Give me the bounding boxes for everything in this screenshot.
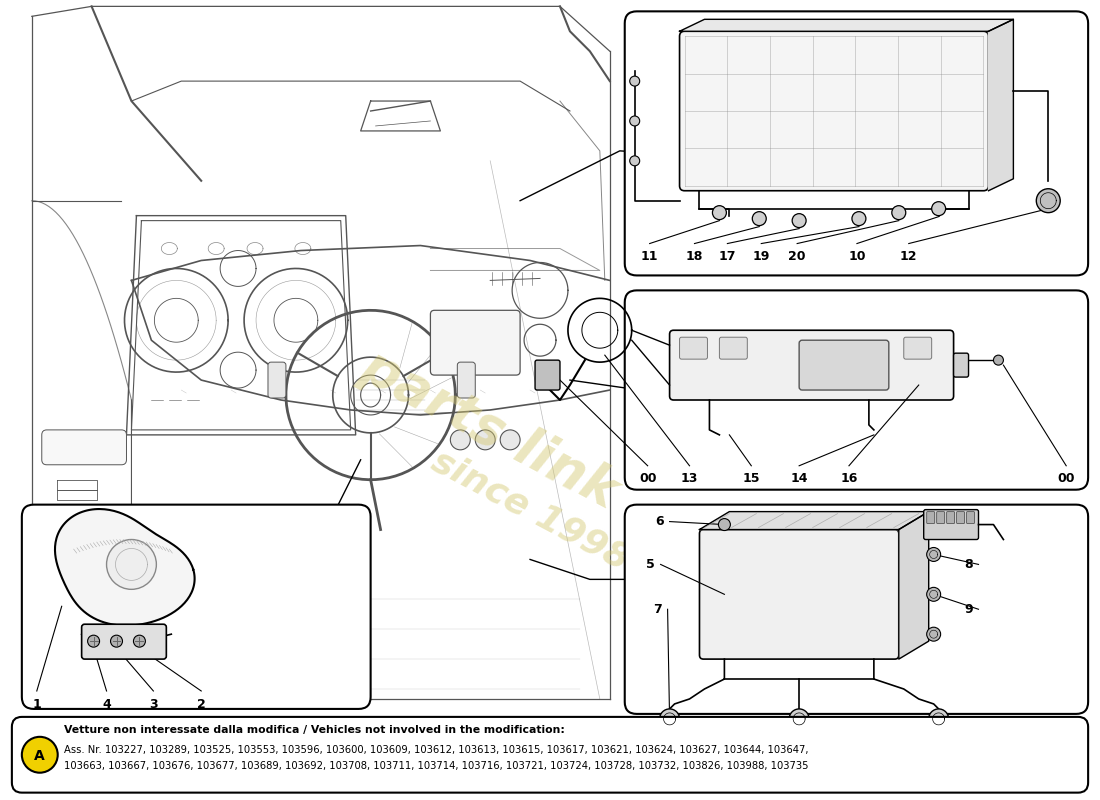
Polygon shape — [700, 512, 928, 530]
Text: 103663, 103667, 103676, 103677, 103689, 103692, 103708, 103711, 103714, 103716, : 103663, 103667, 103676, 103677, 103689, … — [64, 761, 808, 770]
Circle shape — [926, 627, 940, 641]
Circle shape — [22, 737, 57, 773]
Text: 18: 18 — [685, 250, 703, 262]
Text: 12: 12 — [900, 250, 917, 262]
Circle shape — [660, 709, 680, 729]
Text: Vetture non interessate dalla modifica / Vehicles not involved in the modificati: Vetture non interessate dalla modifica /… — [64, 725, 564, 735]
Circle shape — [789, 709, 810, 729]
FancyBboxPatch shape — [625, 11, 1088, 275]
FancyBboxPatch shape — [22, 505, 371, 709]
Text: 20: 20 — [789, 250, 806, 262]
FancyBboxPatch shape — [458, 362, 475, 398]
Circle shape — [718, 518, 730, 530]
Circle shape — [107, 539, 156, 590]
FancyBboxPatch shape — [799, 340, 889, 390]
Text: 15: 15 — [742, 472, 760, 485]
Text: 19: 19 — [752, 250, 770, 262]
FancyBboxPatch shape — [904, 338, 932, 359]
FancyBboxPatch shape — [937, 512, 945, 523]
FancyBboxPatch shape — [535, 360, 560, 390]
Text: 5: 5 — [647, 558, 654, 571]
Text: 11: 11 — [641, 250, 659, 262]
Text: 3: 3 — [150, 698, 157, 711]
Circle shape — [928, 709, 948, 729]
Circle shape — [110, 635, 122, 647]
Text: 00: 00 — [639, 472, 657, 485]
Text: 7: 7 — [653, 602, 662, 616]
Circle shape — [629, 156, 640, 166]
Text: parts link: parts link — [353, 341, 627, 519]
Circle shape — [1036, 189, 1060, 213]
Text: 2: 2 — [197, 698, 206, 711]
Circle shape — [629, 76, 640, 86]
Circle shape — [752, 212, 767, 226]
FancyBboxPatch shape — [954, 353, 968, 377]
FancyBboxPatch shape — [268, 362, 286, 398]
FancyBboxPatch shape — [670, 330, 954, 400]
Text: 9: 9 — [965, 602, 972, 616]
Text: 10: 10 — [848, 250, 866, 262]
Text: 00: 00 — [1057, 472, 1075, 485]
Circle shape — [42, 525, 111, 594]
FancyBboxPatch shape — [926, 512, 935, 523]
FancyBboxPatch shape — [625, 290, 1088, 490]
Circle shape — [993, 355, 1003, 365]
FancyBboxPatch shape — [680, 338, 707, 359]
Text: 4: 4 — [102, 698, 111, 711]
Polygon shape — [899, 512, 928, 659]
FancyBboxPatch shape — [42, 430, 127, 465]
Circle shape — [713, 206, 726, 220]
Circle shape — [851, 212, 866, 226]
FancyBboxPatch shape — [967, 512, 975, 523]
Circle shape — [926, 547, 940, 562]
Circle shape — [500, 430, 520, 450]
FancyBboxPatch shape — [957, 512, 965, 523]
Polygon shape — [680, 19, 1013, 31]
FancyBboxPatch shape — [680, 31, 989, 190]
FancyBboxPatch shape — [700, 530, 899, 659]
Text: 1: 1 — [32, 698, 41, 711]
FancyBboxPatch shape — [719, 338, 747, 359]
Circle shape — [133, 635, 145, 647]
Text: Ass. Nr. 103227, 103289, 103525, 103553, 103596, 103600, 103609, 103612, 103613,: Ass. Nr. 103227, 103289, 103525, 103553,… — [64, 745, 808, 754]
Text: A: A — [34, 749, 45, 762]
FancyBboxPatch shape — [36, 619, 146, 694]
FancyBboxPatch shape — [625, 505, 1088, 714]
Circle shape — [926, 587, 940, 602]
Text: 8: 8 — [965, 558, 972, 571]
Circle shape — [892, 206, 905, 220]
Circle shape — [629, 116, 640, 126]
FancyBboxPatch shape — [924, 510, 979, 539]
Polygon shape — [55, 509, 195, 626]
Text: 6: 6 — [656, 515, 664, 528]
Text: 14: 14 — [791, 472, 807, 485]
Text: 13: 13 — [681, 472, 698, 485]
Circle shape — [475, 430, 495, 450]
Text: 16: 16 — [840, 472, 858, 485]
Circle shape — [792, 214, 806, 228]
FancyBboxPatch shape — [12, 717, 1088, 793]
Circle shape — [88, 635, 100, 647]
Text: since 1998: since 1998 — [426, 443, 635, 576]
FancyBboxPatch shape — [81, 624, 166, 659]
FancyBboxPatch shape — [947, 512, 955, 523]
Text: 17: 17 — [718, 250, 736, 262]
Circle shape — [450, 430, 471, 450]
Polygon shape — [989, 19, 1013, 190]
Circle shape — [932, 202, 946, 216]
FancyBboxPatch shape — [430, 310, 520, 375]
